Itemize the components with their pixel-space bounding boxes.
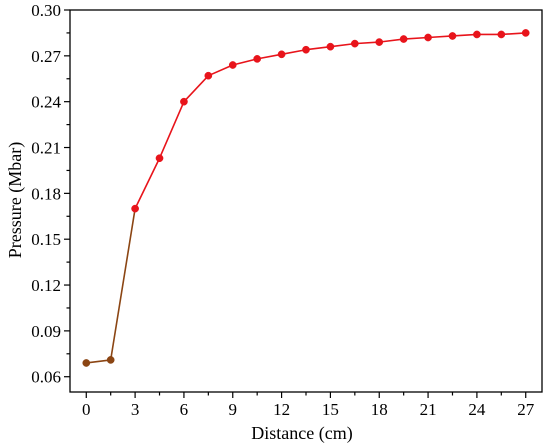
x-axis-title: Distance (cm) (251, 423, 352, 444)
y-tick-label: 0.15 (31, 230, 61, 249)
series-line (109, 208, 136, 361)
x-tick-label: 0 (82, 400, 91, 419)
data-point (521, 29, 530, 37)
data-point (180, 97, 188, 106)
x-tick-label: 3 (131, 400, 140, 419)
x-tick-label: 12 (273, 400, 290, 419)
y-tick-label: 0.09 (31, 322, 61, 341)
series-line (134, 32, 526, 209)
data-point (424, 33, 432, 42)
data-point (204, 71, 213, 80)
data-point (228, 61, 237, 69)
data-point (253, 55, 262, 63)
data-point (82, 359, 91, 367)
data-point (155, 154, 164, 163)
series-line (86, 359, 111, 364)
y-tick-label: 0.24 (31, 93, 61, 112)
x-tick-label: 18 (371, 400, 388, 419)
data-point (302, 45, 310, 54)
data-point (448, 32, 457, 40)
plot-area: 0 3 6 9 12 15 18 21 24 27 0.06 0.09 0.12 0.15 0.18 0.21… (31, 1, 543, 419)
x-tick-label: 24 (468, 400, 486, 419)
y-axis-title: Pressure (Mbar) (5, 142, 26, 258)
data-point (131, 204, 139, 213)
y-tick-label: 0.30 (31, 1, 61, 20)
y-tick-label: 0.27 (31, 47, 61, 66)
y-tick-label: 0.21 (31, 139, 61, 158)
x-tick-label: 6 (180, 400, 189, 419)
x-tick-label: 15 (322, 400, 339, 419)
data-point (399, 35, 408, 43)
y-tick-label: 0.12 (31, 276, 61, 295)
data-point (350, 39, 359, 48)
plot-frame (69, 9, 543, 393)
data-point (375, 38, 384, 46)
x-tick-label: 9 (229, 400, 238, 419)
y-tick-label: 0.06 (31, 368, 61, 387)
x-tick-label: 27 (517, 400, 535, 419)
data-point (473, 30, 481, 39)
x-tick-label: 21 (420, 400, 437, 419)
data-point (277, 50, 286, 59)
y-tick-label: 0.18 (31, 184, 61, 203)
data-point (497, 30, 506, 39)
data-point (326, 42, 335, 51)
